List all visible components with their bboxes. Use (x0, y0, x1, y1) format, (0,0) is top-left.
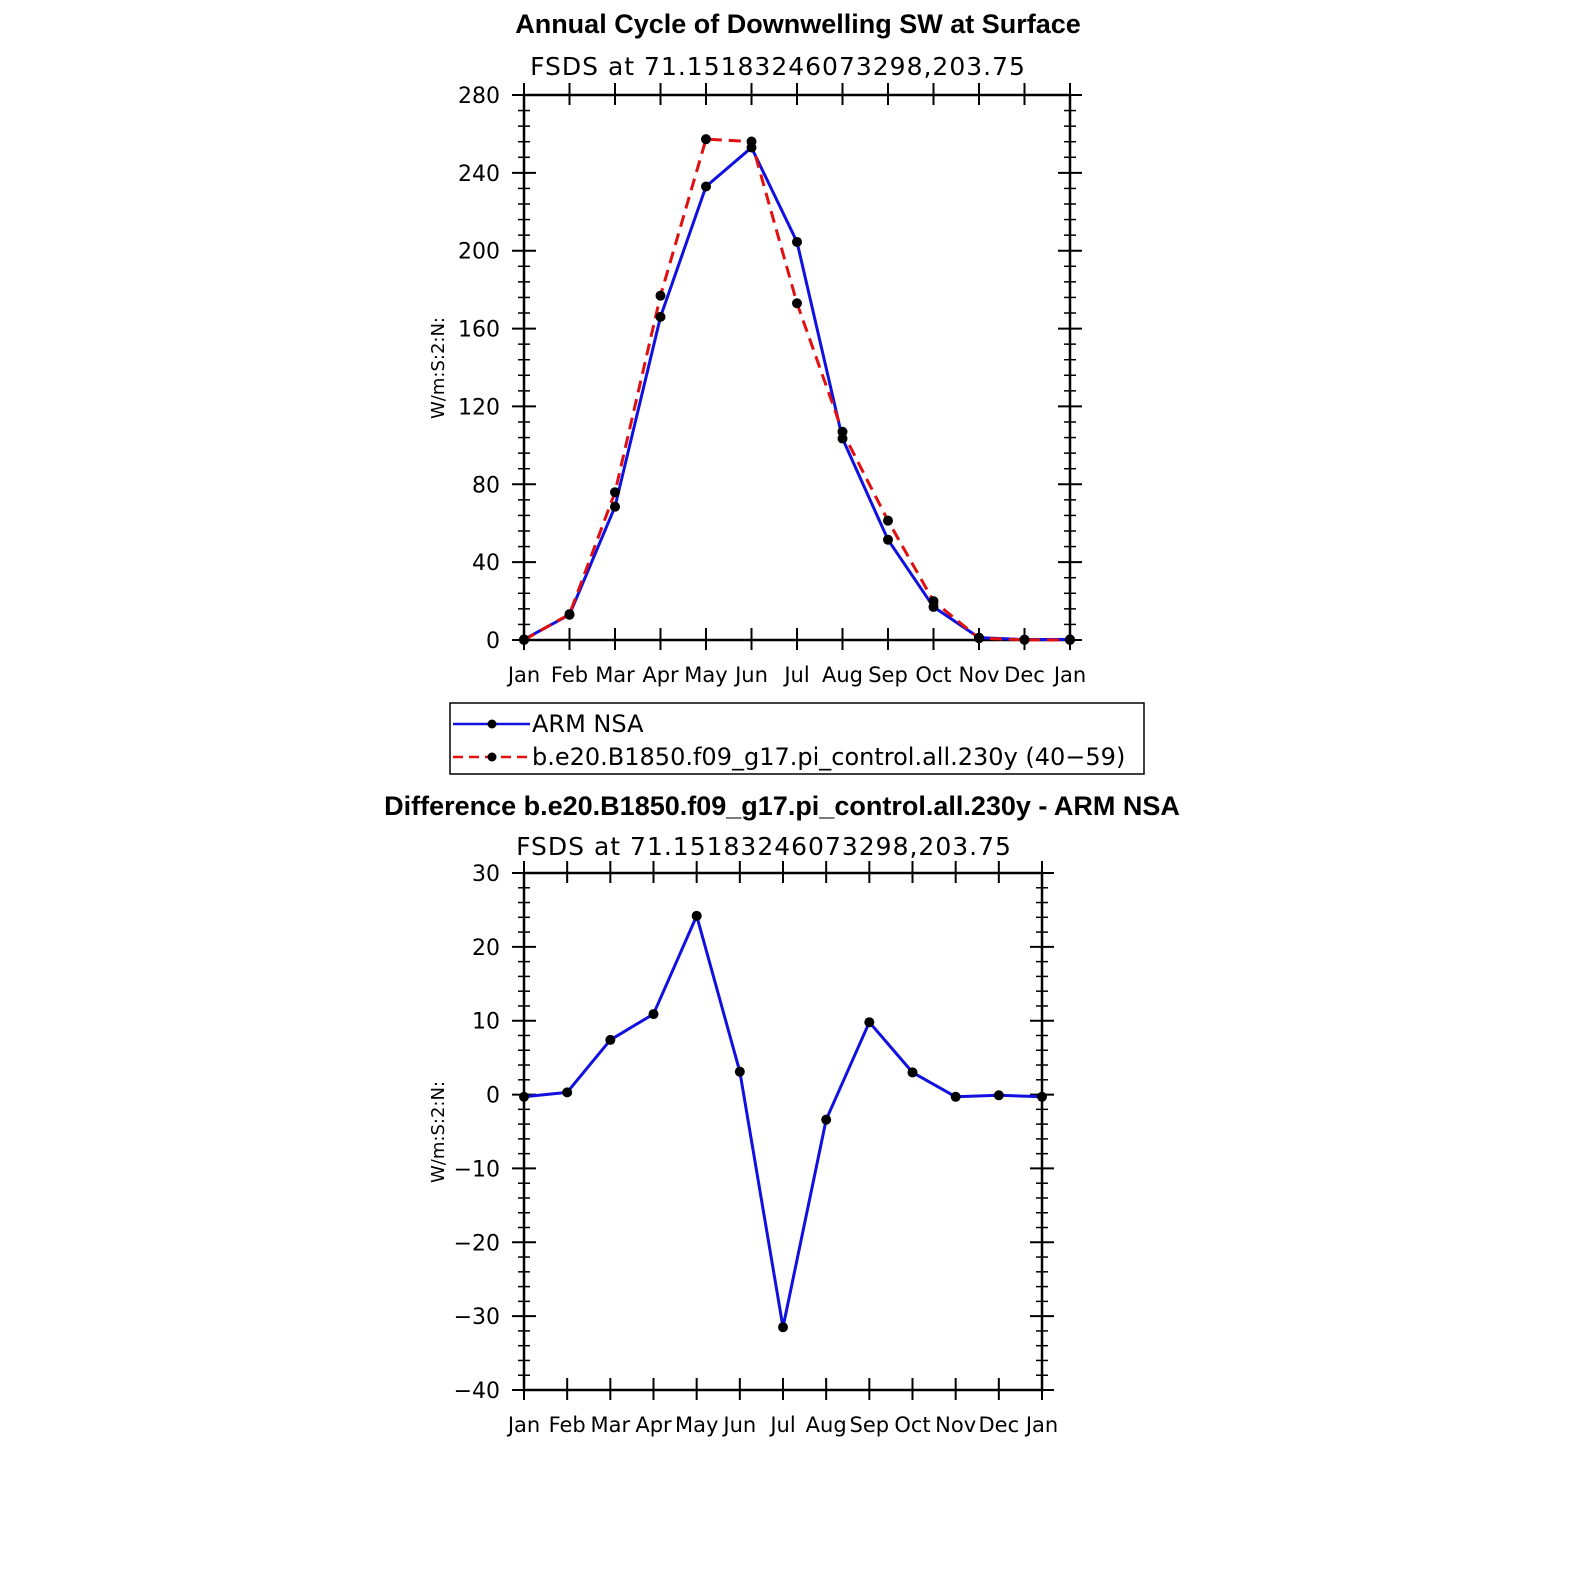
x-tick-label: Jul (768, 1413, 795, 1437)
legend-label-model: b.e20.B1850.f09_g17.pi_control.all.230y … (532, 743, 1125, 771)
data-point-0 (610, 501, 620, 512)
x-tick-label: Feb (549, 1413, 586, 1437)
axis-ticks (512, 83, 1082, 650)
data-point-0 (648, 1009, 659, 1020)
legend-marker-model (487, 752, 497, 762)
tick-labels: Jan Feb Mar Apr May Jun Jul Aug Sep Oct Nov Dec Jan0… (458, 84, 1086, 687)
data-point-0 (907, 1067, 918, 1078)
y-axis-label: W/m:S:2:N: (428, 317, 449, 419)
x-tick-label: Apr (635, 1413, 672, 1437)
data-point-0 (950, 1091, 961, 1102)
data-point-1 (746, 136, 757, 147)
data-point-0 (993, 1090, 1004, 1101)
x-tick-label: Jan (506, 663, 540, 687)
chart-title: Annual Cycle of Downwelling SW at Surfac… (515, 9, 1081, 39)
legend-label-arm-nsa: ARM NSA (532, 710, 644, 738)
data-point-0 (792, 236, 802, 247)
data-series (519, 910, 1047, 1333)
y-tick-label: 20 (472, 936, 500, 961)
data-point-1 (564, 609, 575, 620)
y-tick-label: 280 (458, 84, 500, 109)
data-point-1 (1019, 634, 1030, 645)
chart-subtitle: FSDS at 71.15183246073298,203.75 (516, 832, 1012, 861)
data-point-0 (519, 1091, 529, 1102)
difference-chart: Difference b.e20.B1850.f09_g17.pi_contro… (384, 791, 1180, 1437)
y-tick-label: 30 (472, 862, 500, 887)
tick-labels: Jan Feb Mar Apr May Jun Jul Aug Sep Oct Nov Dec Jan−… (454, 862, 1059, 1437)
y-tick-label: 200 (458, 240, 500, 265)
data-point-1 (974, 633, 984, 644)
annual-cycle-chart: Annual Cycle of Downwelling SW at Surfac… (428, 9, 1086, 687)
data-point-1 (519, 635, 529, 645)
data-point-1 (792, 298, 802, 309)
y-tick-label: −10 (454, 1157, 500, 1182)
y-tick-label: 40 (472, 551, 500, 576)
chart-subtitle: FSDS at 71.15183246073298,203.75 (530, 52, 1026, 81)
y-tick-label: 120 (458, 395, 500, 420)
x-tick-label: Aug (822, 663, 863, 687)
data-point-0 (1037, 1091, 1047, 1102)
x-tick-label: Oct (915, 663, 951, 687)
y-axis-label: W/m:S:2:N: (428, 1081, 449, 1183)
legend-marker-arm-nsa (487, 719, 497, 729)
x-tick-label: Jan (1024, 1413, 1058, 1437)
data-point-0 (883, 534, 893, 545)
x-tick-label: Jul (782, 663, 809, 687)
x-tick-label: Dec (1004, 663, 1045, 687)
y-tick-label: 80 (472, 473, 500, 498)
y-tick-label: −30 (454, 1305, 500, 1330)
x-tick-label: May (675, 1413, 718, 1437)
data-point-0 (691, 910, 702, 921)
x-tick-label: May (684, 663, 727, 687)
data-point-0 (778, 1322, 788, 1333)
data-point-1 (701, 134, 711, 145)
x-tick-label: Nov (935, 1413, 976, 1437)
data-point-0 (562, 1087, 573, 1098)
data-point-0 (701, 181, 711, 192)
legend-box (449, 702, 1145, 775)
x-tick-label: Feb (551, 663, 588, 687)
axis-ticks (512, 861, 1054, 1400)
x-tick-label: Mar (595, 663, 635, 687)
data-point-1 (1065, 635, 1075, 645)
data-point-0 (734, 1066, 745, 1077)
x-tick-label: Oct (894, 1413, 930, 1437)
y-tick-label: 10 (472, 1010, 500, 1035)
x-tick-label: Mar (591, 1413, 631, 1437)
y-tick-label: 240 (458, 162, 500, 187)
data-point-1 (837, 426, 848, 437)
series-line-0 (523, 914, 1043, 1329)
data-point-0 (605, 1034, 616, 1045)
y-tick-label: −40 (454, 1379, 500, 1404)
x-tick-label: Jun (721, 1413, 756, 1437)
data-point-0 (821, 1114, 832, 1125)
x-tick-label: Apr (642, 663, 679, 687)
plot-frame (522, 93, 1072, 642)
series-line-1 (523, 137, 1071, 642)
plot-frame (522, 871, 1044, 1392)
y-tick-label: 0 (486, 629, 500, 654)
x-tick-label: Jan (506, 1413, 540, 1437)
x-tick-label: Jun (733, 663, 768, 687)
data-point-1 (883, 515, 893, 526)
x-tick-label: Jan (1052, 663, 1086, 687)
x-tick-label: Aug (806, 1413, 847, 1437)
data-point-0 (864, 1017, 875, 1028)
data-point-1 (928, 596, 939, 607)
y-tick-label: 0 (486, 1084, 500, 1109)
data-point-0 (655, 311, 666, 322)
y-tick-label: −20 (454, 1231, 500, 1256)
data-series (519, 134, 1075, 645)
data-point-1 (655, 290, 666, 301)
y-tick-label: 160 (458, 318, 500, 343)
legend: ARM NSA b.e20.B1850.f09_g17.pi_control.a… (449, 702, 1145, 775)
x-tick-label: Sep (868, 663, 908, 687)
x-tick-label: Sep (850, 1413, 890, 1437)
chart-title: Difference b.e20.B1850.f09_g17.pi_contro… (384, 791, 1180, 821)
x-tick-label: Dec (979, 1413, 1020, 1437)
data-point-1 (610, 487, 620, 498)
x-tick-label: Nov (959, 663, 1000, 687)
series-line-0 (523, 146, 1071, 642)
